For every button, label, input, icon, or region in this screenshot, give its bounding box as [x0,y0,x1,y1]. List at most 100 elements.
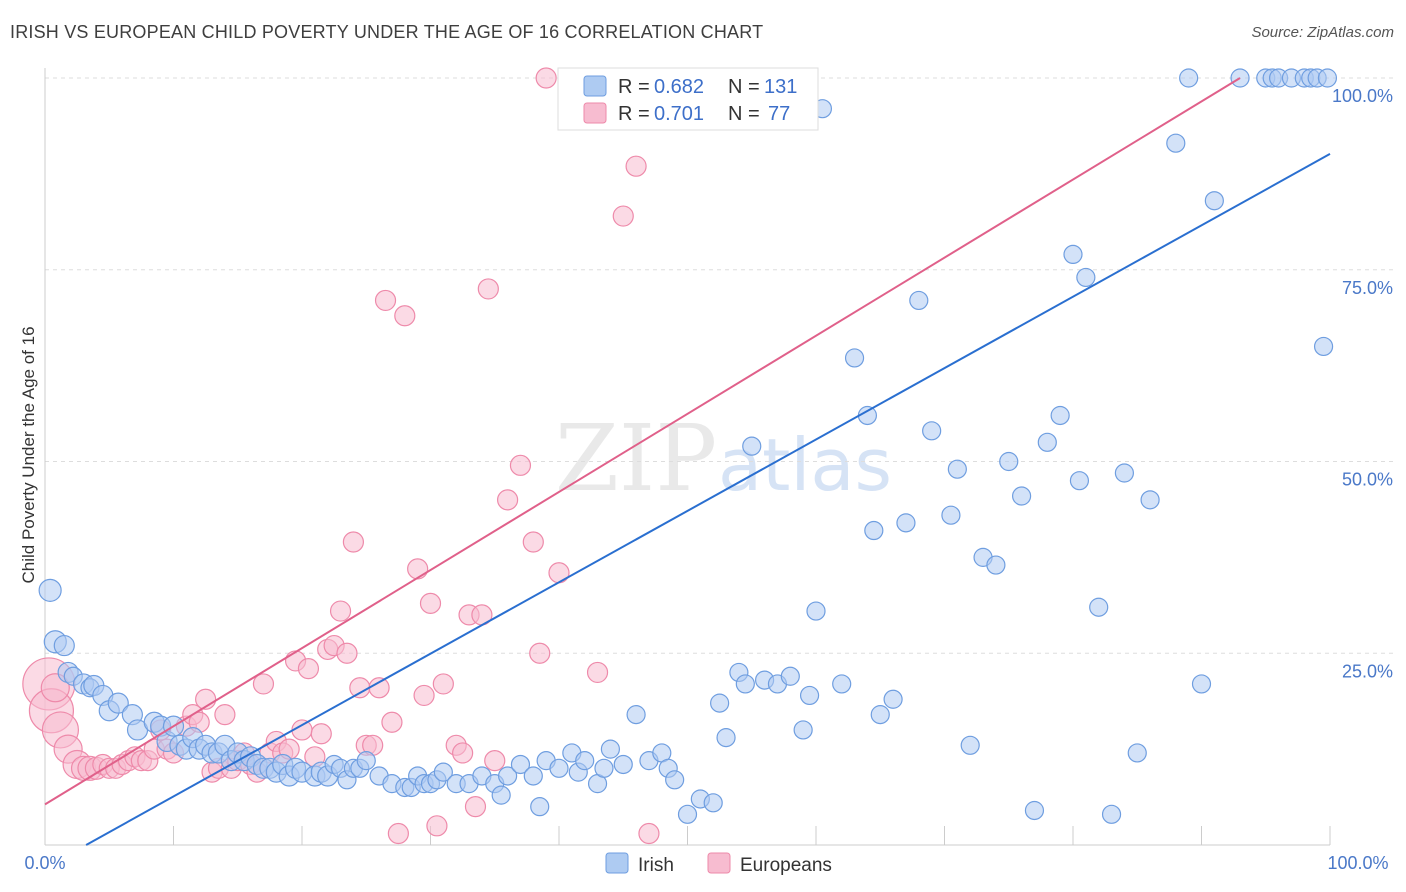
irish-point [922,421,942,441]
irish-point [1101,804,1122,824]
legend-swatch-irish [583,75,607,97]
europeans-point [612,205,634,227]
bottom-legend-label-irish: Irish [638,855,674,876]
legend-swatch-europeans [583,102,607,124]
y-axis-label: Child Poverty Under the Age of 16 [19,326,38,583]
trendlines [44,77,1331,846]
irish-point [613,754,633,775]
irish-point [1076,267,1096,288]
legend-n-value-europeans: 77 [768,103,790,125]
irish-point [53,634,75,657]
y-tick-label: 25.0% [1342,661,1393,681]
irish-point [947,459,967,479]
irish-point [1204,191,1224,211]
bottom-legend-label-europeans: Europeans [740,855,832,876]
europeans-trendline [44,77,1241,806]
europeans-point [349,677,371,699]
europeans-point [214,704,236,726]
irish-point [806,601,826,621]
irish-point [909,290,929,311]
europeans-point [329,600,352,622]
europeans-point [387,822,409,845]
irish-point [530,797,550,817]
irish-point [941,505,961,525]
bottom-legend-swatch-irish [605,852,629,874]
irish-point [1317,68,1338,88]
legend-r-label-europeans: R = [618,103,650,125]
europeans-point [432,673,454,695]
europeans-point [394,305,416,327]
y-tick-label: 75.0% [1342,278,1393,298]
legend-n-label-irish: N = [728,76,760,98]
irish-point [575,751,595,771]
irish-point [710,693,730,713]
legend-n-label-europeans: N = [728,103,760,125]
europeans-point [419,592,442,614]
europeans-point [342,531,364,553]
chart-title: IRISH VS EUROPEAN CHILD POVERTY UNDER TH… [10,22,764,42]
stats-legend: R = 0.682 N = 131 R = 0.701 N = 77 [557,67,819,131]
irish-point [433,762,453,782]
europeans-point [368,677,390,699]
watermark-atlas: atlas [718,423,892,507]
irish-point [896,513,916,533]
irish-point [735,674,755,694]
grid-lines [45,77,1395,654]
x-tick-label: 100.0% [1327,853,1388,873]
tick-labels: 0.0% 100.0% 25.0% 50.0% 75.0% 100.0% [24,86,1393,873]
y-tick-label: 100.0% [1332,86,1393,106]
irish-point [510,754,531,775]
y-tick-label: 50.0% [1342,470,1393,490]
irish-point [960,735,980,755]
irish-point [716,728,736,748]
irish-points [38,68,1338,824]
europeans-point [381,711,403,733]
europeans-point [586,661,609,684]
europeans-point [497,489,519,511]
irish-point [107,692,129,714]
irish-point [1114,463,1135,483]
europeans-point [413,684,435,707]
bottom-legend-swatch-europeans [707,852,731,874]
irish-point [1179,68,1199,88]
irish-point [1011,486,1032,506]
irish-trendline [85,153,1331,846]
europeans-point [426,815,448,837]
irish-point [1024,800,1045,821]
europeans-point [297,657,320,680]
europeans-point [509,454,532,476]
irish-point [1037,432,1057,452]
irish-point [549,758,569,778]
x-tick-label: 0.0% [24,853,65,873]
watermark: ZIP atlas [555,405,892,512]
irish-point [799,685,820,706]
irish-point [677,804,698,824]
irish-point [1127,743,1147,763]
irish-point [883,689,903,709]
irish-point [356,751,376,771]
irish-point [742,436,762,456]
europeans-point [452,742,474,764]
irish-point [1313,336,1334,357]
irish-point [498,766,518,786]
europeans-point [477,278,499,300]
irish-point [1069,471,1090,491]
irish-point [665,770,685,790]
irish-point [594,758,614,778]
irish-point [1166,133,1186,153]
irish-point [870,705,890,725]
irish-point [780,666,800,686]
watermark-zip: ZIP [555,405,717,512]
europeans-point [638,822,660,845]
irish-point [703,793,723,813]
irish-point [523,766,543,786]
europeans-point [464,796,487,818]
irish-point [626,705,646,725]
irish-point [38,578,62,602]
irish-point [999,451,1019,472]
europeans-point [522,531,544,553]
europeans-point [374,289,397,312]
irish-point [1191,674,1212,694]
legend-r-value-europeans: 0.701 [654,103,704,125]
